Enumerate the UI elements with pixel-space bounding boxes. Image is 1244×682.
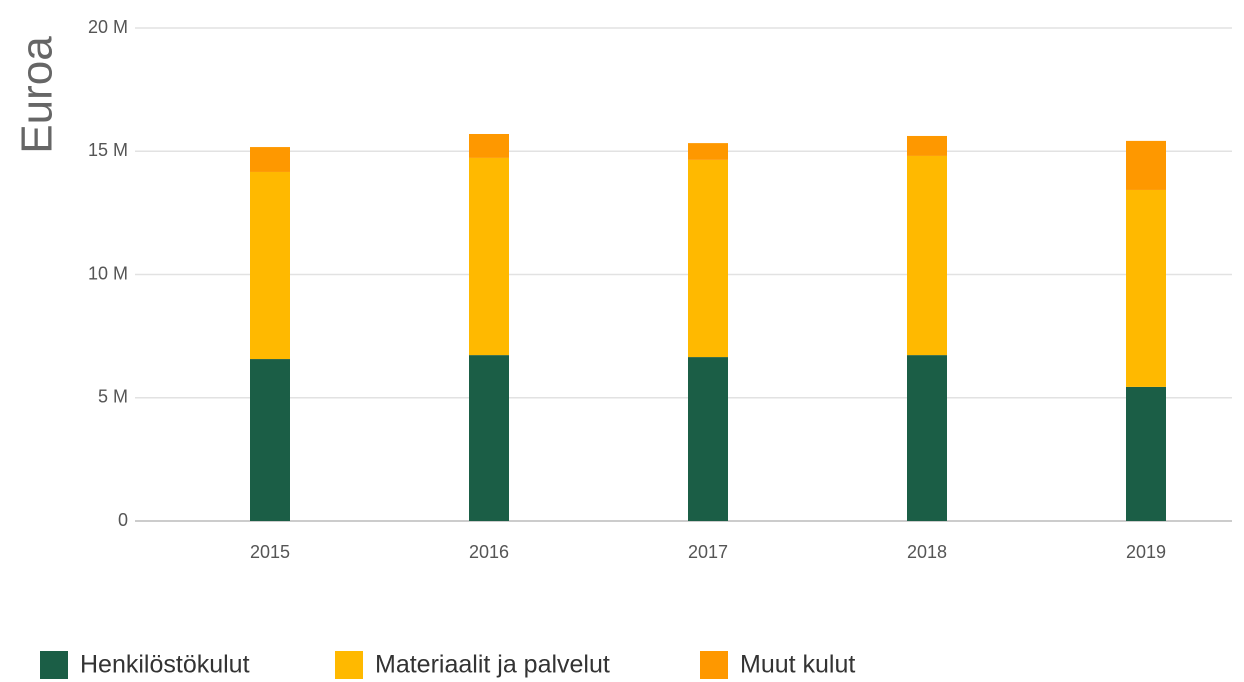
bar-segment <box>1126 140 1166 190</box>
y-axis-label: Euroa <box>13 36 62 154</box>
legend-swatch <box>40 651 68 679</box>
bar-segment <box>688 159 728 358</box>
x-tick-label: 2019 <box>1126 542 1166 562</box>
legend-swatch <box>335 651 363 679</box>
bar-segment <box>907 355 947 521</box>
legend-label: Muut kulut <box>740 651 855 679</box>
bar-segment <box>469 355 509 521</box>
x-tick-label: 2018 <box>907 542 947 562</box>
y-tick-label: 5 M <box>98 387 128 407</box>
bar-segment <box>1126 386 1166 521</box>
y-tick-label: 0 <box>118 510 128 530</box>
bar-segment <box>250 147 290 172</box>
bar-segment <box>250 171 290 360</box>
bar-segment <box>1126 189 1166 387</box>
bar-segment <box>907 135 947 156</box>
x-tick-label: 2016 <box>469 542 509 562</box>
y-tick-label: 20 M <box>88 17 128 37</box>
y-tick-label: 15 M <box>88 140 128 160</box>
bar-segment <box>469 133 509 158</box>
legend-swatch <box>700 651 728 679</box>
bar-segment <box>688 357 728 521</box>
legend-label: Henkilöstökulut <box>80 651 250 679</box>
y-tick-label: 10 M <box>88 263 128 283</box>
x-tick-label: 2015 <box>250 542 290 562</box>
bar-segment <box>907 155 947 356</box>
legend-label: Materiaalit ja palvelut <box>375 651 610 679</box>
x-tick-label: 2017 <box>688 542 728 562</box>
bar-segment <box>469 157 509 356</box>
bar-segment <box>250 359 290 521</box>
bar-segment <box>688 143 728 160</box>
